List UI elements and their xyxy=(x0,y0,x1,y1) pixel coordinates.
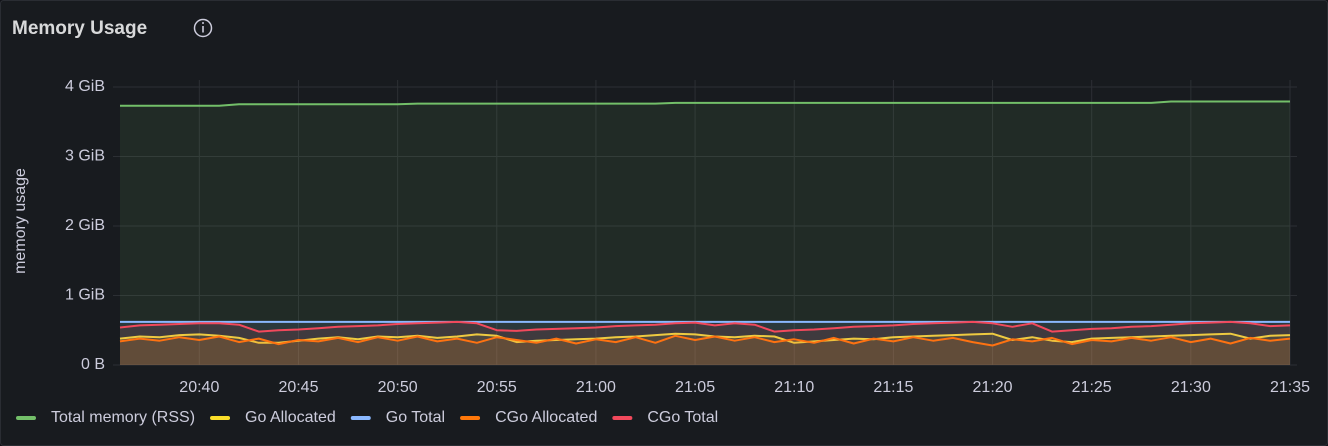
x-tick-label: 20:55 xyxy=(477,379,517,396)
series-line xyxy=(119,332,1291,344)
series-line xyxy=(119,320,1291,333)
legend-label[interactable]: CGo Allocated xyxy=(495,409,597,426)
x-tick-label: 20:45 xyxy=(278,379,318,396)
y-tick-label: 0 B xyxy=(81,356,105,373)
series-area xyxy=(120,101,1290,365)
series-area xyxy=(120,321,1290,365)
series-line xyxy=(120,100,1290,107)
panel-title: Memory Usage xyxy=(12,18,147,39)
x-tick-label: 21:20 xyxy=(973,379,1013,396)
legend-label[interactable]: Go Total xyxy=(386,409,445,426)
series-area xyxy=(120,321,1290,365)
y-axis-label: memory usage xyxy=(12,168,29,274)
y-tick-label: 4 GiB xyxy=(65,78,105,95)
x-tick-label: 21:35 xyxy=(1270,379,1310,396)
series-line xyxy=(119,334,1291,347)
x-tick-label: 21:00 xyxy=(576,379,616,396)
y-tick-label: 3 GiB xyxy=(65,148,105,165)
y-tick-label: 1 GiB xyxy=(65,287,105,304)
x-tick-label: 21:10 xyxy=(774,379,814,396)
series-area xyxy=(120,335,1290,365)
x-tick-label: 21:30 xyxy=(1171,379,1211,396)
legend-label[interactable]: CGo Total xyxy=(647,409,718,426)
info-icon[interactable] xyxy=(193,18,213,38)
x-tick-label: 20:40 xyxy=(179,379,219,396)
legend-label[interactable]: Go Allocated xyxy=(245,409,336,426)
x-tick-label: 21:05 xyxy=(675,379,715,396)
x-tick-label: 21:25 xyxy=(1072,379,1112,396)
legend-label[interactable]: Total memory (RSS) xyxy=(51,409,195,426)
y-tick-label: 2 GiB xyxy=(65,217,105,234)
series-area xyxy=(120,333,1290,365)
x-tick-label: 20:50 xyxy=(378,379,418,396)
x-tick-label: 21:15 xyxy=(873,379,913,396)
